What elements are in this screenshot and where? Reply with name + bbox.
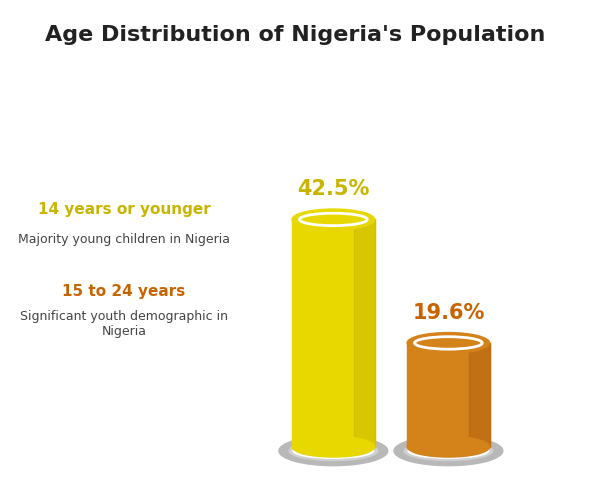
Text: 42.5%: 42.5% xyxy=(297,179,369,199)
Ellipse shape xyxy=(404,441,493,460)
Text: Majority young children in Nigeria: Majority young children in Nigeria xyxy=(18,233,230,246)
Ellipse shape xyxy=(292,436,375,457)
Ellipse shape xyxy=(394,436,503,466)
Bar xyxy=(407,343,490,447)
Bar xyxy=(354,219,375,447)
Ellipse shape xyxy=(293,444,373,458)
Text: 14 years or younger: 14 years or younger xyxy=(38,203,210,217)
Text: Significant youth demographic in
Nigeria: Significant youth demographic in Nigeria xyxy=(20,310,228,337)
Ellipse shape xyxy=(289,441,378,460)
Ellipse shape xyxy=(292,209,375,230)
Text: 15 to 24 years: 15 to 24 years xyxy=(63,284,185,299)
Ellipse shape xyxy=(412,445,484,456)
Bar xyxy=(292,219,375,447)
Ellipse shape xyxy=(408,444,489,458)
Ellipse shape xyxy=(407,332,490,353)
Ellipse shape xyxy=(279,436,388,466)
Ellipse shape xyxy=(407,436,490,457)
Bar xyxy=(469,343,490,447)
Text: 19.6%: 19.6% xyxy=(412,303,484,323)
Ellipse shape xyxy=(297,445,369,456)
Text: Age Distribution of Nigeria's Population: Age Distribution of Nigeria's Population xyxy=(45,25,545,44)
